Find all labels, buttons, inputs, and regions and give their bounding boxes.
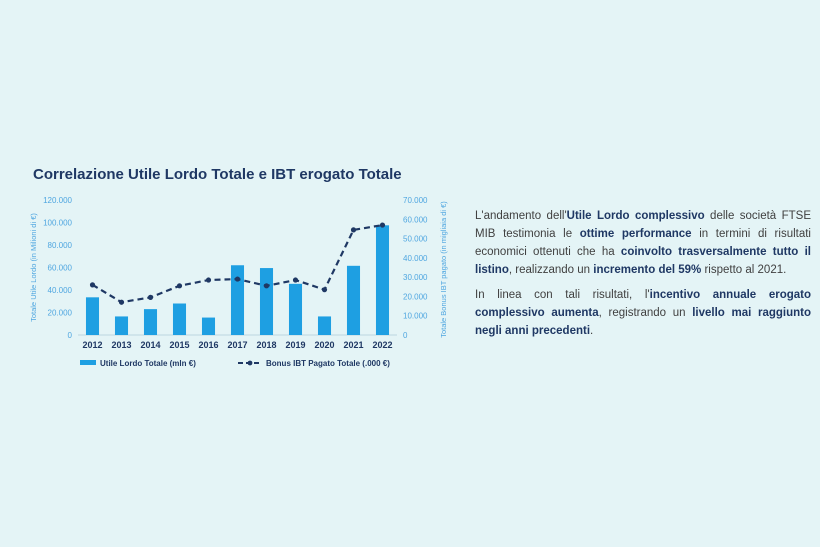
y-tick-label: 0 bbox=[68, 331, 73, 340]
p2-segment: livello mai raggiunto negli anni precede… bbox=[475, 307, 811, 337]
y-tick-label: 100.000 bbox=[43, 219, 72, 228]
p1-segment: coinvolto trasversalmente tutto il listi… bbox=[475, 246, 811, 276]
bar-utile-lordo bbox=[317, 316, 332, 335]
bar-utile-lordo bbox=[230, 265, 245, 335]
y-tick-label: 60.000 bbox=[48, 264, 73, 273]
x-tick-label: 2022 bbox=[372, 340, 392, 350]
x-tick-label: 2019 bbox=[285, 340, 305, 350]
y2-tick-label: 10.000 bbox=[403, 312, 428, 321]
point-bonus-ibt bbox=[263, 283, 270, 289]
y2-tick-label: 30.000 bbox=[403, 273, 428, 282]
y-tick-label: 40.000 bbox=[48, 286, 73, 295]
legend: Utile Lordo Totale (mln €) Bonus IBT Paga… bbox=[80, 359, 390, 368]
x-tick-label: 2016 bbox=[198, 340, 218, 350]
point-bonus-ibt bbox=[205, 277, 212, 283]
bar-utile-lordo bbox=[172, 303, 187, 335]
bar-utile-lordo bbox=[143, 309, 158, 335]
p1-segment: ottime performance bbox=[579, 228, 692, 240]
bar-utile-lordo bbox=[114, 316, 129, 335]
x-tick-label: 2014 bbox=[140, 340, 160, 350]
p1-segment: Utile Lordo complessivo bbox=[566, 210, 705, 222]
p1-segment: L'andamento dell' bbox=[475, 210, 567, 222]
x-tick-label: 2013 bbox=[111, 340, 131, 350]
paragraph-1: L'andamento dell'Utile Lordo complessivo… bbox=[475, 207, 811, 279]
p2-segment: , registrando un bbox=[598, 307, 693, 319]
y2-tick-label: 50.000 bbox=[403, 235, 428, 244]
point-bonus-ibt bbox=[379, 222, 386, 228]
p1-segment: incremento del 59% bbox=[593, 264, 702, 276]
x-tick-label: 2012 bbox=[82, 340, 102, 350]
point-bonus-ibt bbox=[147, 294, 154, 300]
bar-utile-lordo bbox=[259, 268, 274, 335]
bar-utile-lordo bbox=[346, 265, 361, 335]
legend-label-bar: Utile Lordo Totale (mln €) bbox=[100, 359, 196, 368]
p1-segment: delle società FTSE MIB testimonia le bbox=[475, 210, 811, 240]
p1-segment: , realizzando un bbox=[508, 264, 594, 276]
paragraph-2: In linea con tali risultati, l'incentivo… bbox=[475, 286, 811, 340]
x-tick-label: 2015 bbox=[169, 340, 189, 350]
legend-label-line: Bonus IBT Pagato Totale (.000 €) bbox=[266, 359, 390, 368]
y-tick-label: 120.000 bbox=[43, 196, 72, 205]
p2-segment: In linea con tali risultati, l' bbox=[475, 289, 650, 301]
y2-axis-label: Totale Bonus IBT pagato (in migliaia di … bbox=[439, 201, 448, 338]
y-tick-label: 80.000 bbox=[48, 241, 73, 250]
bar-utile-lordo bbox=[375, 225, 390, 335]
bar-utile-lordo bbox=[201, 317, 216, 335]
p1-segment: rispetto al 2021. bbox=[701, 264, 787, 276]
y-axis-label: Totale Utile Lordo (in Milioni di €) bbox=[29, 213, 38, 322]
bar-utile-lordo bbox=[288, 283, 303, 335]
description-text: L'andamento dell'Utile Lordo complessivo… bbox=[475, 207, 811, 347]
point-bonus-ibt bbox=[176, 283, 183, 289]
chart-title: Correlazione Utile Lordo Totale e IBT er… bbox=[33, 166, 402, 183]
p2-segment: incentivo annuale erogato complessivo au… bbox=[475, 289, 812, 319]
y2-tick-label: 70.000 bbox=[403, 196, 428, 205]
x-tick-label: 2017 bbox=[227, 340, 247, 350]
y2-tick-label: 20.000 bbox=[403, 292, 428, 301]
legend-swatch-bar bbox=[80, 360, 96, 365]
point-bonus-ibt bbox=[118, 299, 125, 305]
y2-tick-label: 60.000 bbox=[403, 215, 428, 224]
x-tick-label: 2018 bbox=[256, 340, 276, 350]
bar-utile-lordo bbox=[85, 297, 100, 335]
x-tick-label: 2020 bbox=[314, 340, 334, 350]
point-bonus-ibt bbox=[350, 227, 357, 233]
x-tick-label: 2021 bbox=[343, 340, 363, 350]
y-tick-label: 20.000 bbox=[48, 309, 73, 318]
point-bonus-ibt bbox=[234, 276, 241, 282]
p1-segment: in termini di risultati economici ottenu… bbox=[475, 228, 811, 258]
point-bonus-ibt bbox=[292, 277, 299, 283]
y2-tick-label: 40.000 bbox=[403, 254, 428, 263]
point-bonus-ibt bbox=[321, 287, 328, 293]
y2-tick-label: 0 bbox=[403, 331, 408, 340]
legend-marker-line bbox=[247, 360, 253, 366]
point-bonus-ibt bbox=[89, 282, 96, 288]
p2-segment: . bbox=[590, 325, 594, 337]
